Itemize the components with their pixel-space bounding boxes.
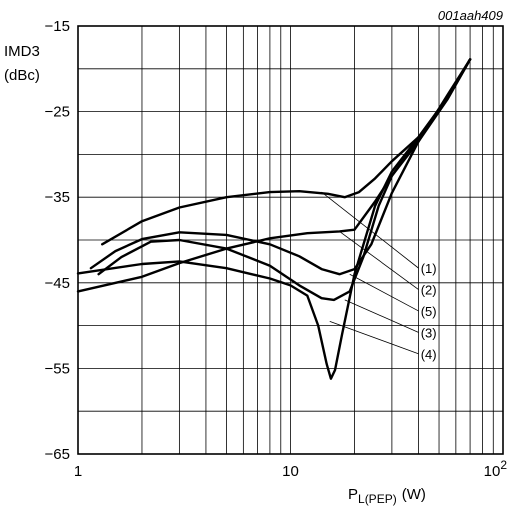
plot-frame [77,25,504,455]
callout-leader [349,273,419,312]
curves [76,58,472,380]
y-tick-label: −35 [45,189,70,206]
callout-label: (1) [421,261,437,276]
callout-label: (4) [421,347,437,362]
series-line-5 [97,58,472,302]
callout-label: (2) [421,283,437,298]
y-tick-label: −25 [45,104,70,121]
callout-leader [329,320,419,355]
series-line-1 [101,58,472,246]
y-tick-label: −45 [45,275,70,292]
callouts: (1) (2) (5) (3) (4) [321,191,437,362]
x-axis-label-unit: (W) [402,486,426,503]
callout-label: (5) [421,304,437,319]
y-tick-label: −15 [45,18,70,35]
series-line-2 [89,58,472,276]
figure-code: 001aah409 [438,8,503,23]
tick-labels: −15 −25 −35 −45 −55 −651 10 102 [45,18,508,480]
y-tick-label: −65 [45,446,70,463]
x-tick-label: 1 [74,463,82,480]
y-tick-label: −55 [45,360,70,377]
callout-leader [344,299,419,333]
series-line-4 [76,58,472,380]
y-axis-label-line1: IMD3 [4,43,40,60]
series-line-3 [76,58,472,293]
x-tick-label: 102 [484,458,508,480]
x-axis-label: PL(PEP) (W) [348,486,426,506]
x-tick-label: 10 [282,463,299,480]
y-axis-label-line2: (dBc) [4,67,40,84]
callout-leader [321,191,419,269]
x-axis-label-main: P [348,486,358,503]
callout-label: (3) [421,325,437,340]
callout-leader [339,231,419,290]
x-axis-label-sub: L(PEP) [358,492,397,506]
